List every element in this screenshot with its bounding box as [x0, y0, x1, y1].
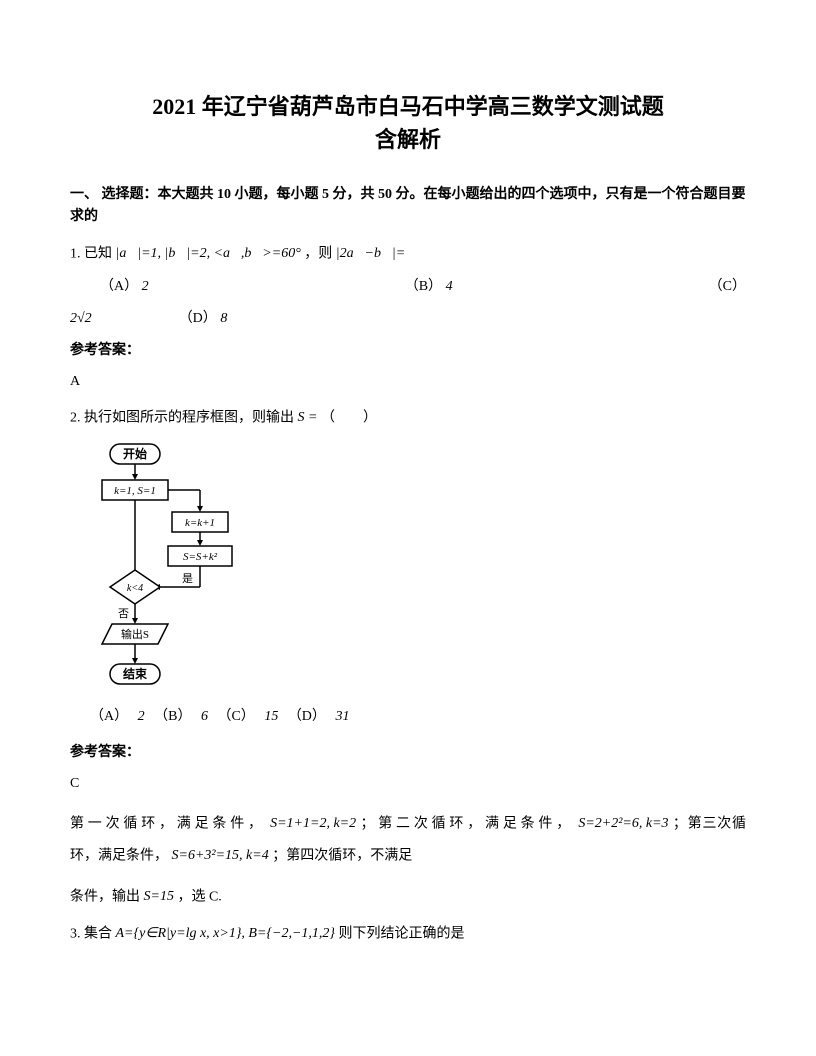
q3-number: 3.: [70, 927, 81, 942]
q3-suffix: 则下列结论正确的是: [339, 927, 465, 942]
q2-optD-label: （D）: [288, 709, 326, 724]
q1-formula-1: |a⃗|=1, |b⃗|=2, <a⃗,b⃗>=60°: [116, 243, 301, 265]
q2-exp-f4: S=15: [144, 882, 174, 913]
q1-optB-label: （B）: [405, 279, 442, 294]
q3-formula: A={y∈R|y=lg x, x>1}, B={−2,−1,1,2}: [116, 923, 336, 945]
q1-answer-label: 参考答案：: [70, 340, 746, 362]
q1-optA-label: （A）: [100, 279, 138, 294]
q2-exp-f2: S=2+2²=6, k=3: [578, 809, 668, 840]
q1-optD-label: （D）: [179, 311, 217, 326]
q1-optC-label: （C）: [709, 279, 746, 294]
fc-cond-text: k<4: [127, 583, 143, 594]
q1-formula-2: |2a⃗−b⃗|=: [336, 243, 405, 265]
q1-options-row-1: （A） 2 （B） 4 （C）: [70, 276, 746, 298]
q2-flowchart: 开始 k=1, S=1 k=k+1 S=S+k² 是: [90, 442, 746, 692]
q2-formula: S =: [298, 407, 318, 429]
q1-option-b: （B） 4: [405, 276, 453, 298]
title-line-2: 含解析: [70, 123, 746, 156]
q2-exp1: 第一次循环，满足条件，: [70, 817, 266, 832]
q2-number: 2.: [70, 411, 81, 426]
fc-sum-text: S=S+k²: [183, 551, 218, 563]
q2-optA-val: 2: [138, 709, 145, 724]
q1-optB-val: 4: [446, 279, 453, 294]
q2-optC-label: （C）: [217, 709, 254, 724]
q3-prefix: 集合: [84, 927, 112, 942]
q1-optA-val: 2: [142, 279, 149, 294]
q2-answer-label: 参考答案：: [70, 742, 746, 764]
q2-answer: C: [70, 773, 746, 795]
fc-yes-text: 是: [182, 572, 193, 585]
fc-no-text: 否: [118, 608, 129, 620]
q2-exp5: 条件，输出: [70, 890, 140, 905]
q1-prefix: 已知: [84, 246, 112, 261]
q1-option-c: （C）: [709, 276, 746, 298]
fc-inc-text: k=k+1: [185, 517, 215, 529]
q2-optB-val: 6: [201, 709, 208, 724]
question-1: 1. 已知 |a⃗|=1, |b⃗|=2, <a⃗,b⃗>=60° ，则 |2a…: [70, 243, 746, 393]
q2-exp2: ；第二次循环，满足条件，: [360, 817, 574, 832]
q2-optA-label: （A）: [90, 709, 128, 724]
q2-exp4: ；第四次循环，不满足: [272, 848, 412, 863]
q3-stem: 3. 集合 A={y∈R|y=lg x, x>1}, B={−2,−1,1,2}…: [70, 923, 746, 946]
fc-init-text: k=1, S=1: [114, 485, 156, 497]
question-3: 3. 集合 A={y∈R|y=lg x, x>1}, B={−2,−1,1,2}…: [70, 923, 746, 946]
q2-optD-val: 31: [335, 709, 349, 724]
fc-start-text: 开始: [123, 446, 147, 461]
q2-exp-f3: S=6+3²=15, k=4: [172, 841, 269, 872]
q2-explanation: 第一次循环，满足条件， S=1+1=2, k=2 ；第二次循环，满足条件， S=…: [70, 809, 746, 872]
q1-option-a: （A） 2: [100, 276, 149, 298]
q2-optB-label: （B）: [154, 709, 191, 724]
q2-stem: 2. 执行如图所示的程序框图，则输出 S = （ ）: [70, 407, 746, 430]
flowchart-svg: 开始 k=1, S=1 k=k+1 S=S+k² 是: [90, 442, 250, 692]
q2-optC-val: 15: [264, 709, 278, 724]
q2-options: （A） 2 （B） 6 （C） 15 （D） 31: [70, 706, 746, 728]
title-line-1: 2021 年辽宁省葫芦岛市白马石中学高三数学文测试题: [70, 90, 746, 123]
q1-number: 1.: [70, 246, 81, 261]
section-1-header: 一、 选择题：本大题共 10 小题，每小题 5 分，共 50 分。在每小题给出的…: [70, 184, 746, 229]
q2-exp-f1: S=1+1=2, k=2: [270, 809, 356, 840]
q2-text: 执行如图所示的程序框图，则输出: [84, 411, 294, 426]
page-title: 2021 年辽宁省葫芦岛市白马石中学高三数学文测试题 含解析: [70, 90, 746, 156]
q2-explanation-2: 条件，输出 S=15 ，选 C.: [70, 882, 746, 913]
q1-optC-val: 2√2: [70, 311, 92, 326]
q2-paren: （ ）: [321, 411, 377, 426]
fc-output-text: 输出S: [121, 627, 149, 641]
q1-middle: ，则: [304, 246, 332, 261]
fc-end-text: 结束: [123, 666, 148, 681]
q2-exp6: ，选 C.: [177, 890, 221, 905]
q1-answer: A: [70, 371, 746, 393]
q1-optD-val: 8: [220, 311, 227, 326]
q1-options-row-2: 2√2 （D） 8: [70, 308, 746, 330]
q1-stem: 1. 已知 |a⃗|=1, |b⃗|=2, <a⃗,b⃗>=60° ，则 |2a…: [70, 243, 746, 266]
question-2: 2. 执行如图所示的程序框图，则输出 S = （ ） 开始 k=1, S=1 k…: [70, 407, 746, 913]
